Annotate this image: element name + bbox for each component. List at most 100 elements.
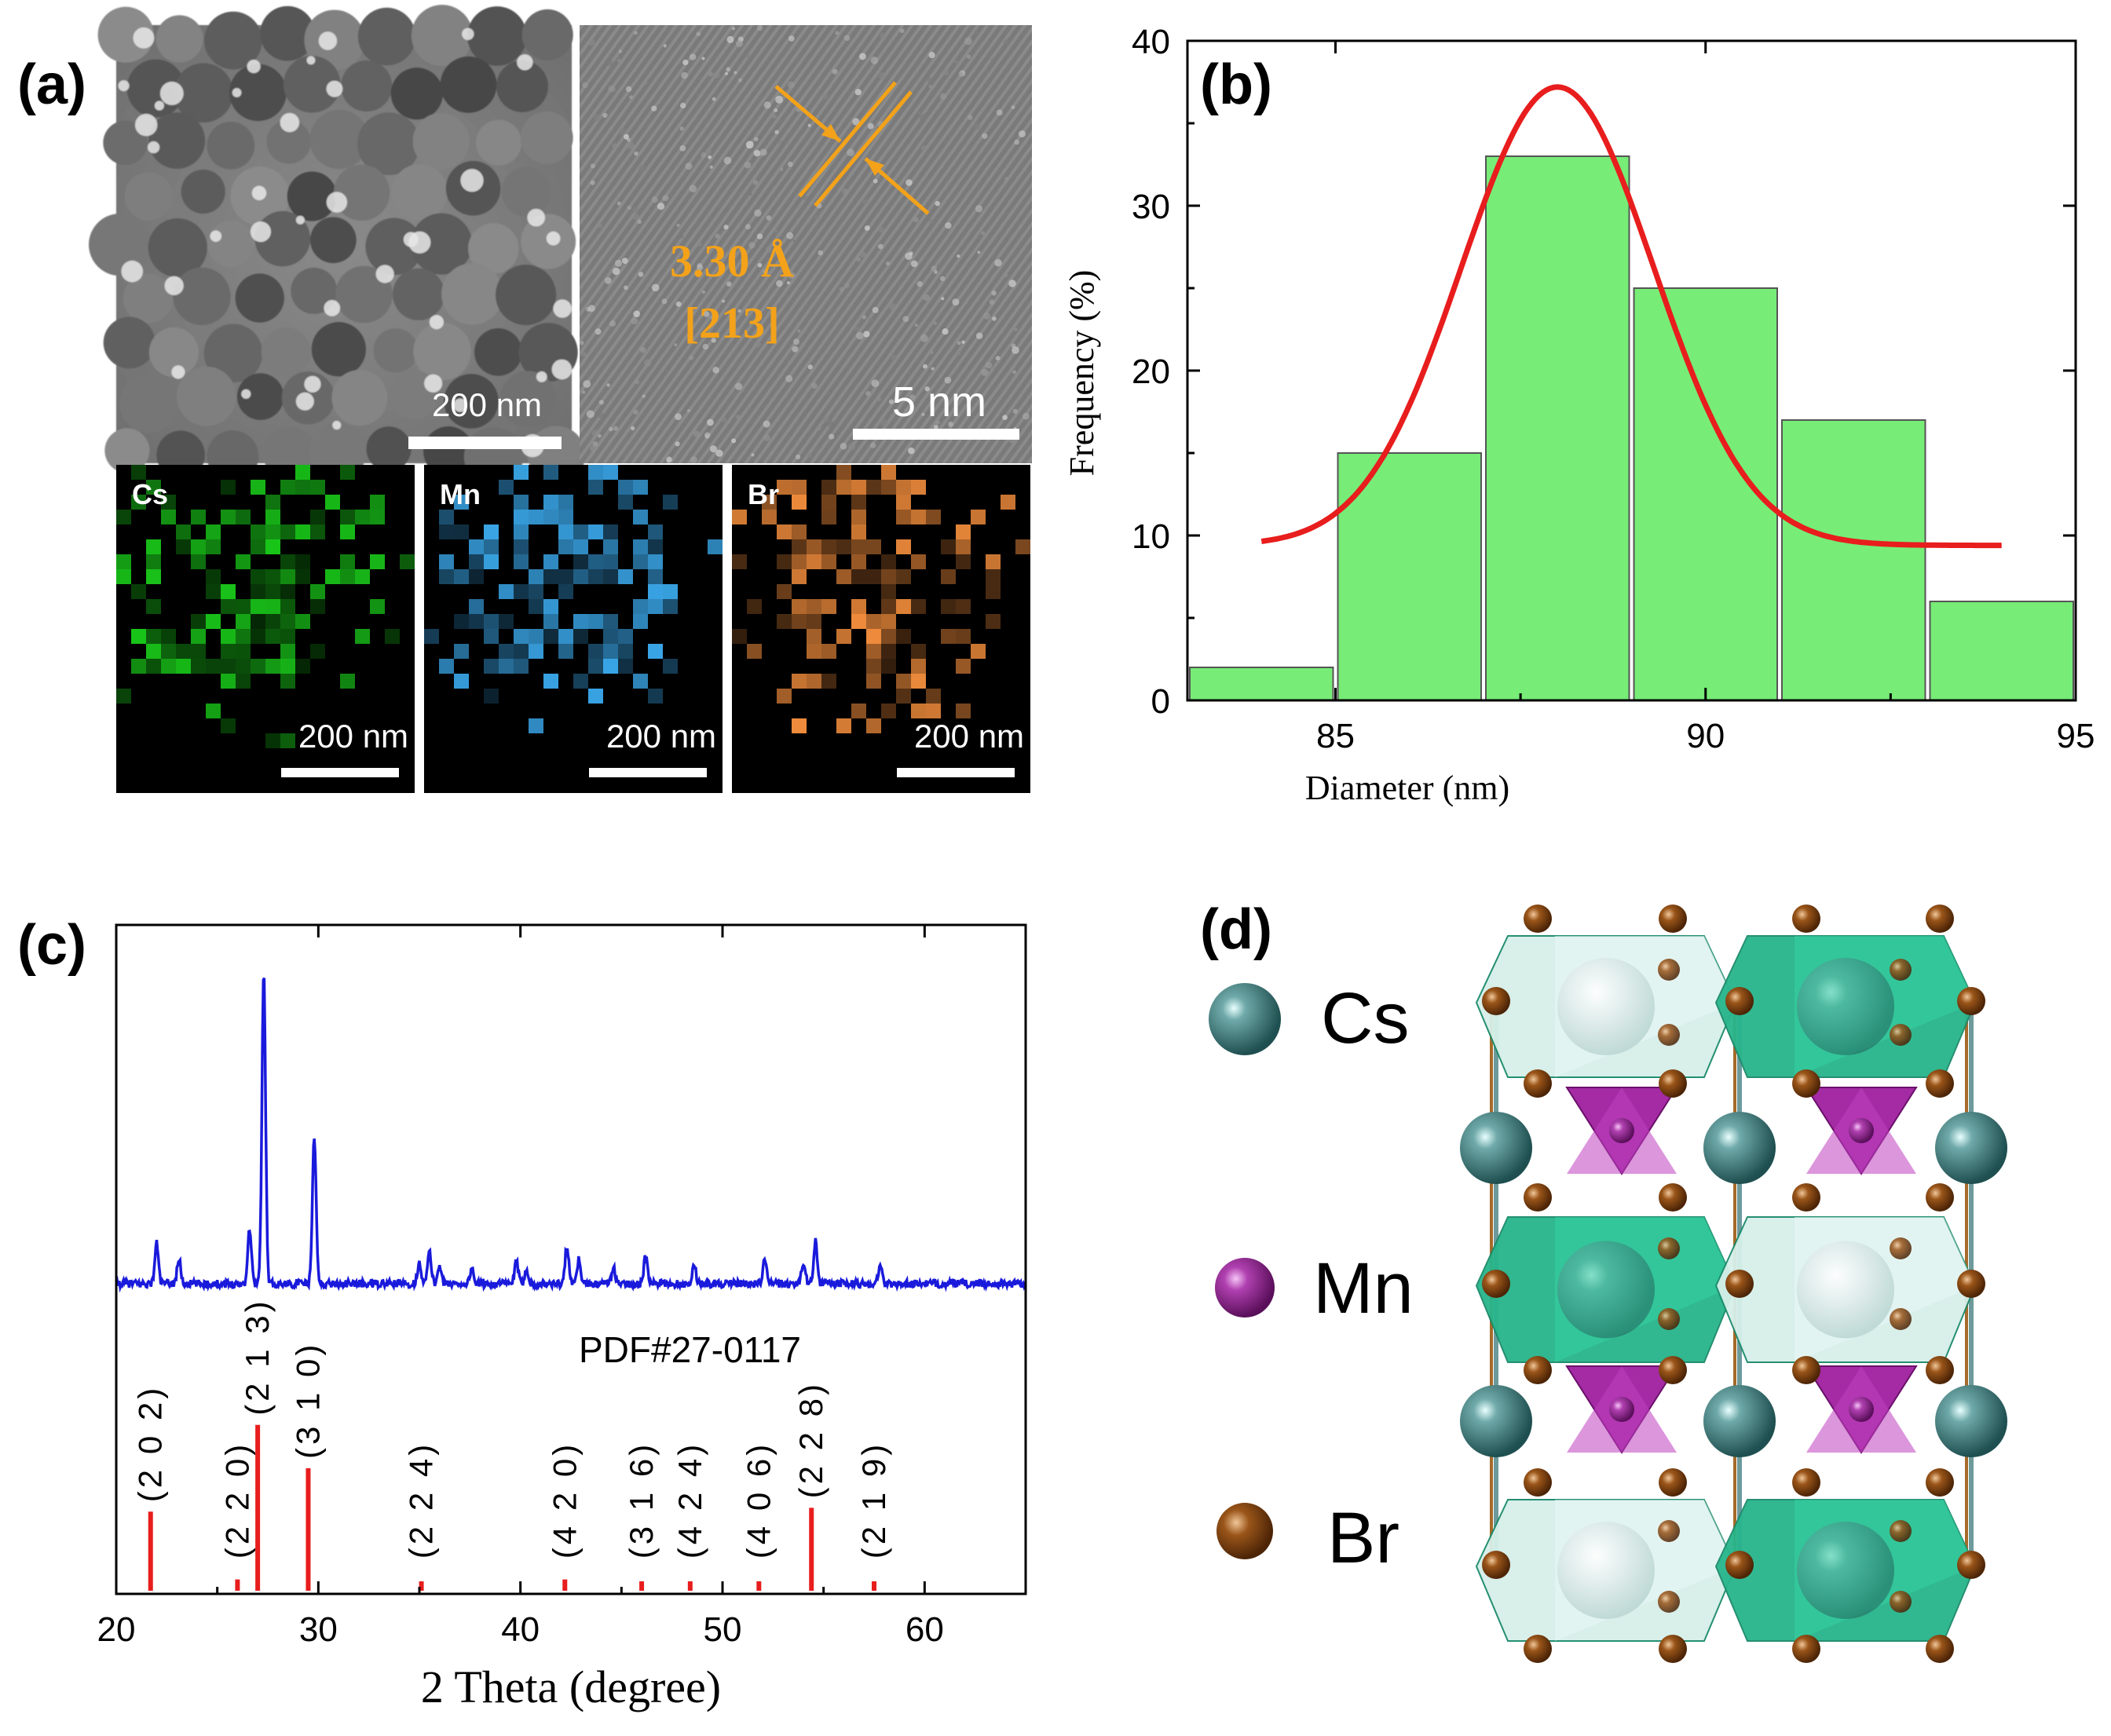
cs-atom (1460, 1385, 1532, 1457)
eds-map-br: Br 200 nm (732, 465, 1030, 793)
hkl-label: (2 1 9) (855, 1442, 892, 1559)
x-tick-label: 95 (2057, 717, 2095, 755)
reference-card-label: PDF#27-0117 (579, 1329, 801, 1370)
hkl-label: (2 2 4) (403, 1442, 440, 1559)
hkl-label: (3 1 0) (289, 1342, 326, 1459)
mn-atom (1609, 1118, 1634, 1143)
x-tick-label: 85 (1316, 717, 1355, 755)
legend-d: Cs Mn Br (1209, 978, 1414, 1578)
br-atom (1659, 1635, 1687, 1663)
x-axis-title-c: 2 Theta (degree) (421, 1661, 721, 1712)
br-atom (1524, 1356, 1552, 1384)
br-atom (1659, 1356, 1687, 1384)
br-atom (1926, 905, 1954, 933)
br-atom (1725, 1270, 1754, 1298)
br-atom (1659, 1468, 1687, 1497)
br-atom (1658, 1520, 1680, 1542)
panel-label-d: (d) (1200, 898, 1272, 961)
plane-label: [213] (684, 299, 779, 348)
br-atom (1725, 987, 1754, 1015)
y-tick-label: 10 (1132, 517, 1170, 556)
hkl-label: (4 2 4) (671, 1442, 708, 1559)
br-atom (1926, 1183, 1954, 1212)
panel-label-c: (c) (17, 914, 86, 977)
histogram-bar (1633, 287, 1778, 701)
hrtem-scale-label: 5 nm (892, 378, 986, 426)
tem-image: 200 nm (89, 5, 586, 487)
histogram-bar (1189, 667, 1334, 701)
gaussian-fit-curve (1260, 84, 2002, 549)
cs-site-atom (1797, 1522, 1894, 1619)
br-atom (1792, 1468, 1820, 1497)
hkl-label: (4 0 6) (740, 1442, 777, 1559)
x-axis-title-b: Diameter (nm) (1305, 769, 1509, 807)
br-atom (1725, 1551, 1754, 1579)
hkl-label: (2 0 2) (132, 1385, 169, 1502)
hkl-label: (2 1 3) (239, 1298, 276, 1415)
cs-atom (1460, 1112, 1532, 1184)
hkl-label: (3 1 6) (623, 1442, 660, 1559)
hkl-label: (2 2 8) (792, 1381, 829, 1498)
hrtem-image: 3.30 Å [213] 5 nm (580, 25, 1032, 463)
hkl-label: (4 2 0) (546, 1442, 583, 1559)
tem-scale-label: 200 nm (432, 386, 542, 423)
mn-legend-label: Mn (1313, 1248, 1414, 1328)
cs-site-atom (1557, 1522, 1655, 1619)
x-tick-label: 60 (905, 1610, 944, 1649)
hrtem-scale-bar (853, 429, 1019, 440)
br-atom (1926, 1069, 1954, 1098)
br-atom (1482, 1270, 1510, 1298)
cs-atom (1935, 1385, 2007, 1457)
br-atom (1658, 1024, 1680, 1046)
br-atom (1524, 1183, 1552, 1212)
y-tick-label: 0 (1151, 682, 1170, 721)
eds-scale-label: 200 nm (914, 718, 1024, 755)
cs-atom (1703, 1112, 1776, 1184)
d-spacing-label: 3.30 Å (670, 236, 794, 287)
br-atom (1890, 1591, 1912, 1613)
x-tick-label: 40 (501, 1610, 540, 1649)
br-atom (1792, 905, 1820, 933)
histogram-bar (1485, 155, 1630, 701)
br-atom (1524, 1069, 1552, 1098)
panel-label-a: (a) (17, 53, 86, 116)
br-atom (1658, 1308, 1680, 1330)
br-atom (1926, 1356, 1954, 1384)
br-legend-label: Br (1327, 1498, 1399, 1578)
br-atom (1957, 987, 1985, 1015)
y-tick-label: 20 (1132, 353, 1170, 391)
br-atom (1890, 1024, 1912, 1046)
mn-atom (1849, 1397, 1874, 1422)
xrd-pattern-line (115, 977, 1027, 1293)
cs-site-atom (1797, 1241, 1894, 1339)
eds-map-mn: Mn 200 nm (424, 465, 723, 793)
br-legend-marker (1216, 1503, 1273, 1559)
histogram-bar (1337, 452, 1482, 701)
mn-atom (1609, 1397, 1634, 1422)
panel-d: (d) Cs Mn Br (1200, 898, 2007, 1663)
y-tick-label: 30 (1132, 188, 1170, 226)
br-atom (1524, 905, 1552, 933)
br-atom (1482, 1551, 1510, 1579)
br-atom (1890, 1520, 1912, 1542)
br-atom (1659, 1069, 1687, 1098)
x-tick-label: 30 (299, 1610, 338, 1649)
x-tick-label: 20 (97, 1610, 136, 1649)
br-atom (1658, 959, 1680, 981)
cs-site-atom (1557, 958, 1655, 1055)
br-atom (1957, 1270, 1985, 1298)
histogram-bar (1929, 601, 2074, 701)
cs-legend-marker (1209, 983, 1281, 1055)
panel-a: (a) 200 nm 3.30 Å [213] 5 nm (17, 5, 1032, 793)
cs-site-atom (1797, 958, 1894, 1055)
br-atom (1659, 1183, 1687, 1212)
br-atom (1792, 1635, 1820, 1663)
br-atom (1482, 987, 1510, 1015)
br-atom (1792, 1069, 1820, 1098)
x-tick-label: 90 (1686, 717, 1725, 755)
mn-legend-marker (1215, 1258, 1275, 1318)
crystal-structure (1460, 905, 2007, 1663)
eds-scale-label: 200 nm (606, 718, 716, 755)
plot-frame-c (115, 923, 1027, 1595)
